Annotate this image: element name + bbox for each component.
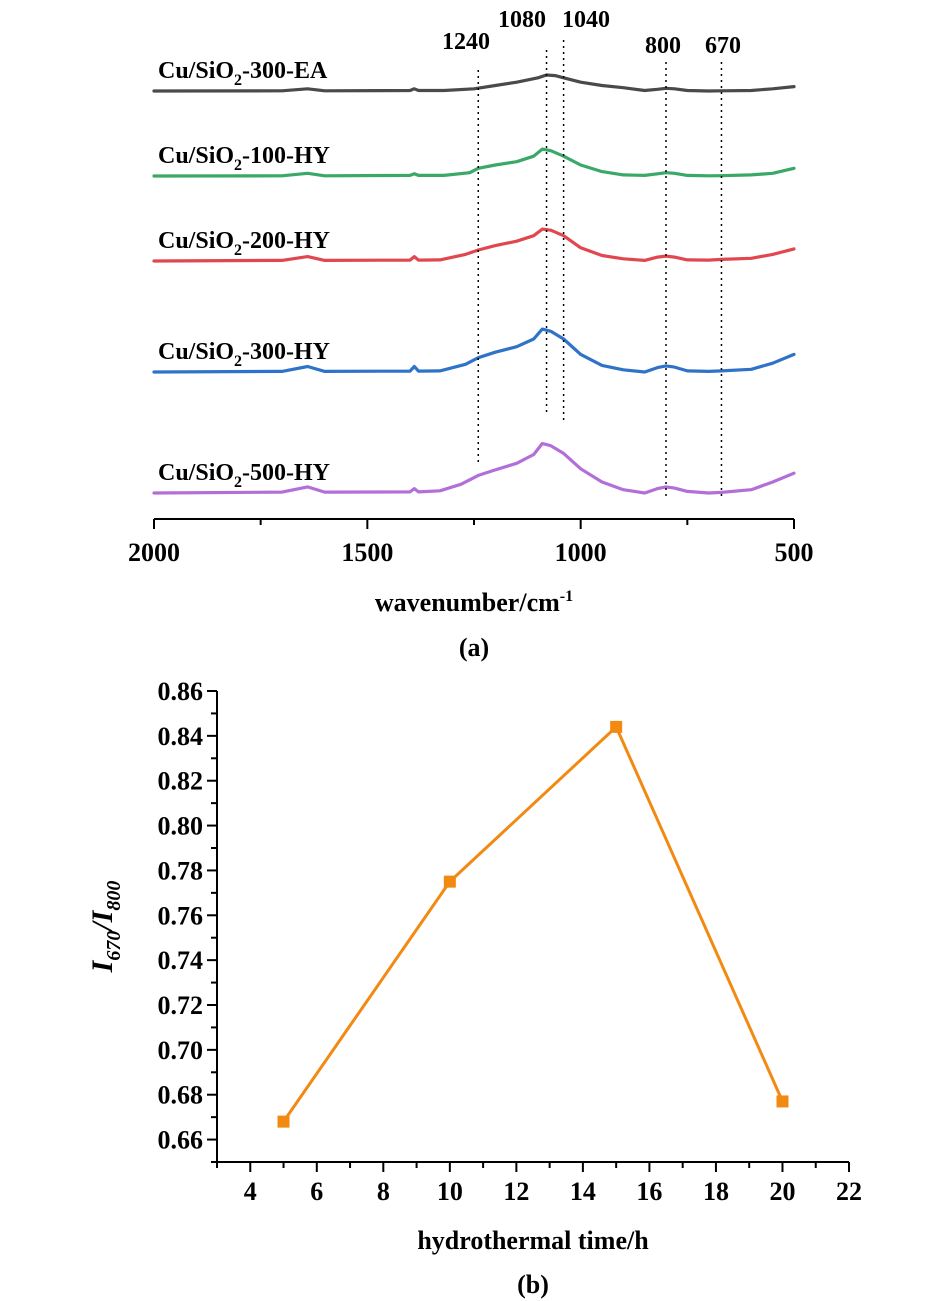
panel-caption: (b) xyxy=(517,1270,549,1299)
data-series-line xyxy=(282,724,784,1123)
y-tick-label: 0.72 xyxy=(158,991,204,1020)
y-axis-label-numerator-subscript: 670 xyxy=(103,931,125,961)
y-axis-label: I670/I800 xyxy=(86,881,125,974)
series-label-prefix: Cu/SiO xyxy=(158,143,234,169)
y-tick-label: 0.68 xyxy=(158,1081,204,1110)
x-tick-label: 4 xyxy=(244,1177,257,1206)
series-label: Cu/SiO2-300-HY xyxy=(158,339,330,370)
x-tick-label: 8 xyxy=(377,1177,390,1206)
series-label-subscript: 2 xyxy=(234,474,242,491)
series-label-suffix: -300-EA xyxy=(242,58,328,84)
data-point-marker xyxy=(443,875,456,888)
x-tick-label: 16 xyxy=(636,1177,662,1206)
x-tick-label: 22 xyxy=(836,1177,862,1206)
series-label-prefix: Cu/SiO xyxy=(158,460,234,486)
series-label-suffix: -300-HY xyxy=(242,339,330,365)
series-label-suffix: -100-HY xyxy=(242,143,330,169)
series-label: Cu/SiO2-200-HY xyxy=(158,228,330,259)
peak-marker-label: 670 xyxy=(705,33,741,59)
y-tick-label: 0.70 xyxy=(158,1036,204,1065)
y-tick-label: 0.84 xyxy=(158,722,204,751)
y-axis-label-numerator: I xyxy=(86,959,119,973)
y-tick-label: 0.80 xyxy=(158,812,204,841)
series-label: Cu/SiO2-500-HY xyxy=(158,460,330,491)
y-axis-label-denominator: I xyxy=(86,909,119,923)
series-label-suffix: -200-HY xyxy=(242,228,330,254)
series-label-prefix: Cu/SiO xyxy=(158,58,234,84)
y-tick-label: 0.74 xyxy=(158,946,204,975)
y-tick-label: 0.76 xyxy=(158,901,204,930)
series-label-subscript: 2 xyxy=(234,72,242,89)
x-axis-label-base: wavenumber/cm xyxy=(375,588,560,617)
spectrum-line xyxy=(152,327,796,374)
x-axis-label: wavenumber/cm-1 xyxy=(375,588,573,617)
y-axis-label-separator: / xyxy=(86,920,119,933)
series-label: Cu/SiO2-300-EA xyxy=(158,58,328,89)
data-point-marker xyxy=(776,1095,789,1108)
peak-marker-label: 1040 xyxy=(562,7,610,33)
x-tick-label: 20 xyxy=(769,1177,795,1206)
data-point-marker xyxy=(277,1115,290,1128)
x-tick-label: 18 xyxy=(703,1177,729,1206)
panel-a-ftir-spectra: 2000 1500 1000 500wavenumber/cm-1(a)Cu/SiO2… xyxy=(128,7,814,662)
spectrum-line xyxy=(152,73,796,93)
data-point-marker xyxy=(610,720,623,733)
x-tick-label: 1000 xyxy=(555,538,607,567)
series-label-subscript: 2 xyxy=(234,353,242,370)
x-tick-label: 6 xyxy=(310,1177,323,1206)
x-axis-label: hydrothermal time/h xyxy=(417,1226,649,1255)
series-label-prefix: Cu/SiO xyxy=(158,228,234,254)
x-tick-label: 14 xyxy=(570,1177,596,1206)
series-label-prefix: Cu/SiO xyxy=(158,339,234,365)
series-label-subscript: 2 xyxy=(234,157,242,174)
series-label-subscript: 2 xyxy=(234,242,242,259)
x-tick-label: 1500 xyxy=(341,538,393,567)
y-tick-label: 0.66 xyxy=(158,1126,204,1155)
panel-b-intensity-ratio-chart: 4 6 8 10 12 14 16 18 20 22 0.66 0.68 0.70 0.72 0.74 0.7… xyxy=(86,677,862,1299)
peak-marker-label: 800 xyxy=(645,33,681,59)
series-label: Cu/SiO2-100-HY xyxy=(158,143,330,174)
x-tick-label: 10 xyxy=(437,1177,463,1206)
spectrum-line xyxy=(152,227,796,263)
y-tick-label: 0.82 xyxy=(158,767,204,796)
y-axis-label-denominator-subscript: 800 xyxy=(103,881,125,911)
x-tick-label: 12 xyxy=(503,1177,529,1206)
y-tick-label: 0.86 xyxy=(158,677,204,706)
series-label-suffix: -500-HY xyxy=(242,460,330,486)
spectrum-line xyxy=(152,147,796,178)
x-tick-label: 500 xyxy=(775,538,814,567)
spectrum-line xyxy=(152,441,796,495)
y-tick-label: 0.78 xyxy=(158,856,204,885)
panel-caption: (a) xyxy=(459,633,489,662)
peak-marker-label: 1080 xyxy=(498,7,546,33)
x-axis-label-superscript: -1 xyxy=(560,588,573,605)
peak-marker-label: 1240 xyxy=(442,29,490,55)
x-tick-label: 2000 xyxy=(128,538,180,567)
